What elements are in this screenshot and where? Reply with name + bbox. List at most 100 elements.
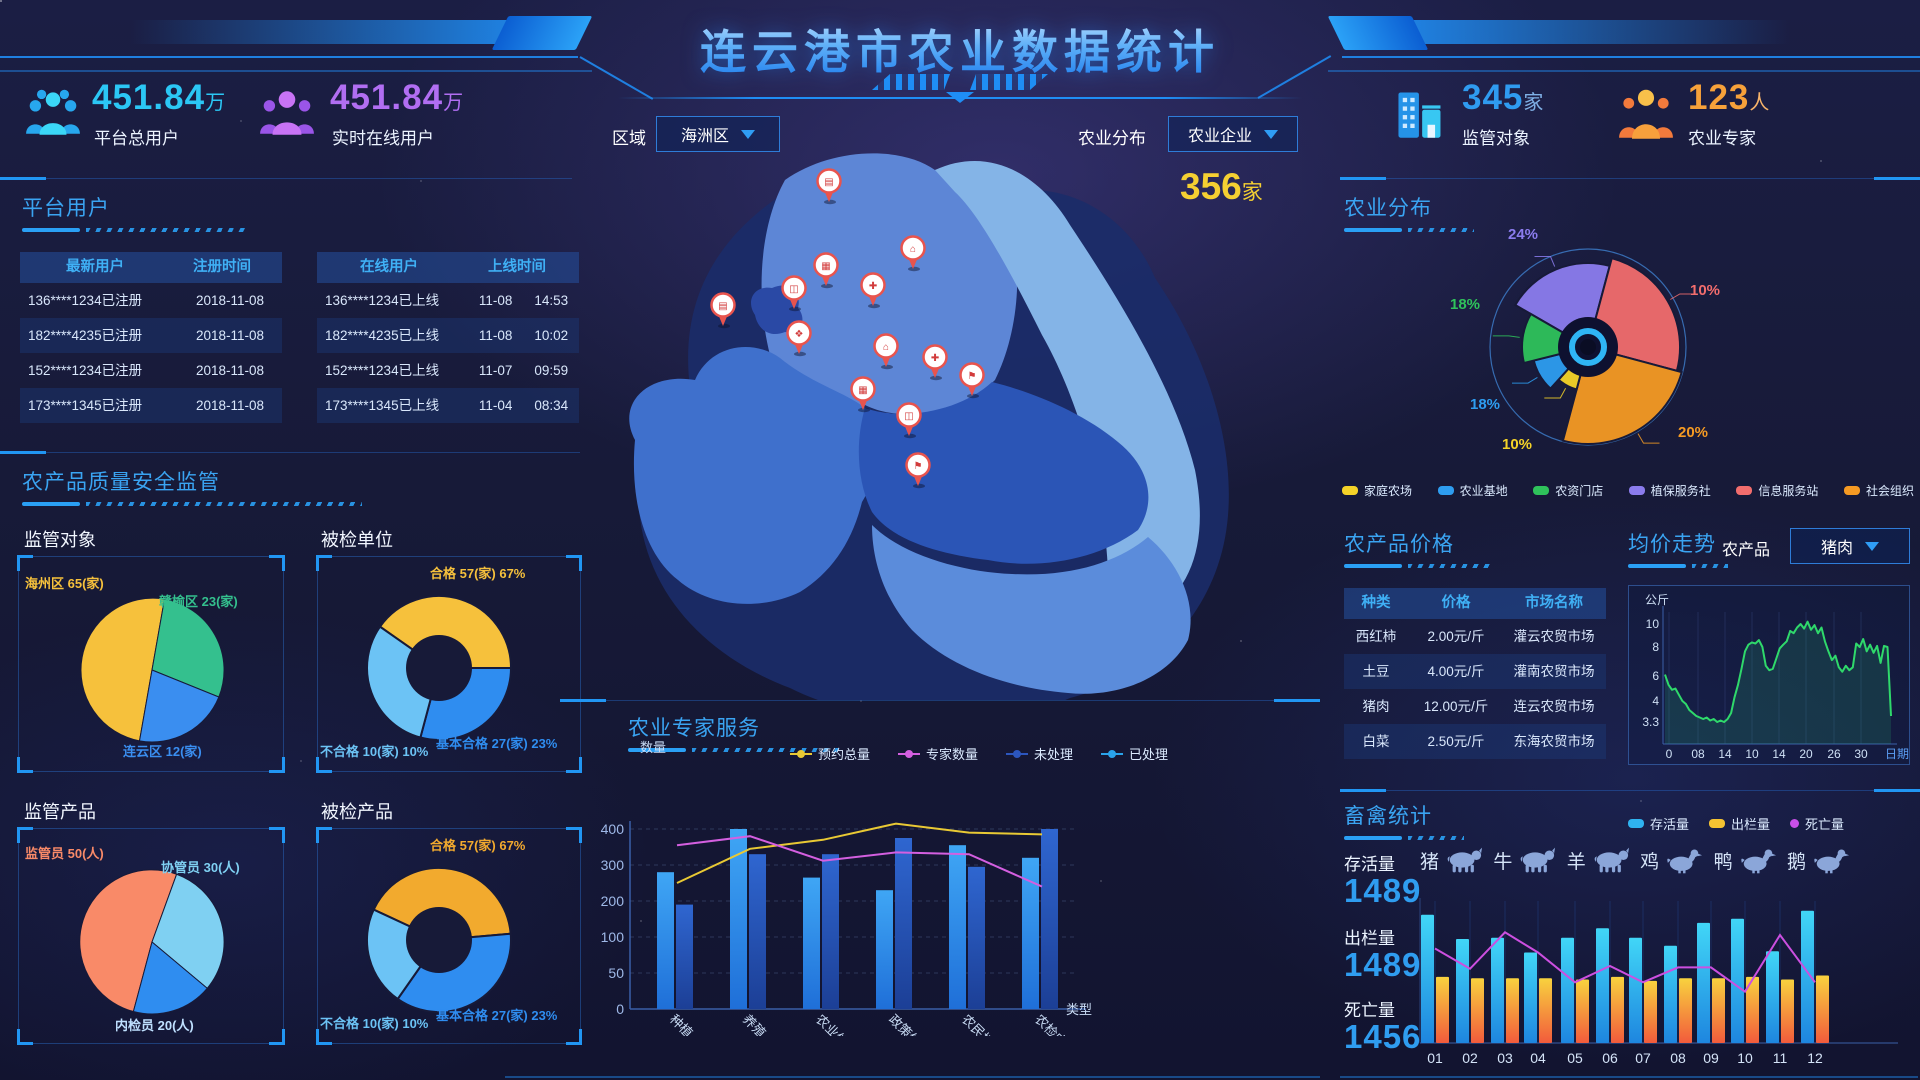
map-pin[interactable]: ⌂ <box>900 235 926 272</box>
bar-done[interactable] <box>949 845 966 1009</box>
bar-done[interactable] <box>730 829 747 1009</box>
animal-tab-鸭[interactable]: 鸭 <box>1714 846 1777 874</box>
legend-item[interactable]: 植保服务社 <box>1628 482 1711 499</box>
bar-done[interactable] <box>803 877 820 1009</box>
bar-out[interactable] <box>1781 979 1794 1043</box>
bar-survive[interactable] <box>1664 945 1677 1043</box>
bar-pending[interactable] <box>968 866 985 1009</box>
map-region-south[interactable] <box>872 525 1191 694</box>
bar-survive[interactable] <box>1596 928 1609 1043</box>
region-select[interactable]: 海洲区 <box>656 116 780 152</box>
map-pin[interactable]: ✚ <box>860 272 886 309</box>
death-label: 死亡量 <box>1344 1001 1395 1020</box>
bar-out[interactable] <box>1816 975 1829 1044</box>
bar-out[interactable] <box>1471 978 1484 1043</box>
animal-tab-牛[interactable]: 牛 <box>1493 846 1556 874</box>
pie-slice[interactable] <box>151 598 225 698</box>
map-pin[interactable]: ▤ <box>710 292 736 329</box>
legend-item[interactable]: 死亡量 <box>1790 814 1844 833</box>
bar-pending[interactable] <box>749 854 766 1009</box>
bar-pending[interactable] <box>822 854 839 1009</box>
header-badge-left <box>491 16 593 50</box>
bar-pending[interactable] <box>895 838 912 1009</box>
bar-survive[interactable] <box>1491 937 1504 1043</box>
legend-item[interactable]: 存活量 <box>1628 814 1689 833</box>
map-region-west[interactable] <box>629 346 878 604</box>
map-pin[interactable]: ⚑ <box>959 362 985 399</box>
enterprise-count: 356家 <box>1180 166 1263 207</box>
bar-pending[interactable] <box>676 904 693 1009</box>
pie-slice-label: 海州区 65(家) <box>25 576 104 591</box>
map-pin[interactable]: ⌂ <box>873 333 899 370</box>
pie-slice[interactable] <box>151 873 225 990</box>
legend-item[interactable]: 家庭农场 <box>1342 482 1412 499</box>
bar-out[interactable] <box>1712 978 1725 1043</box>
bar-survive[interactable] <box>1524 952 1537 1043</box>
bar-out[interactable] <box>1506 978 1519 1043</box>
title-underline <box>22 228 247 232</box>
bar-done[interactable] <box>657 872 674 1009</box>
bar-survive[interactable] <box>1456 939 1469 1043</box>
distribution-select[interactable]: 农业企业 <box>1168 116 1298 152</box>
svg-text:农民培训: 农民培训 <box>959 1012 1006 1036</box>
map-pin[interactable]: ▦ <box>813 252 839 289</box>
pie-slice[interactable] <box>366 625 441 739</box>
bar-out[interactable] <box>1679 978 1692 1043</box>
pie-slice-label: 赣榆区 23(家) <box>159 594 238 609</box>
pie-slice[interactable] <box>378 594 513 669</box>
animal-tab-鸡[interactable]: 鸡 <box>1640 846 1703 874</box>
bar-survive[interactable] <box>1561 937 1574 1043</box>
bar-out[interactable] <box>1644 980 1657 1043</box>
product-select[interactable]: 猪肉 <box>1790 528 1910 564</box>
legend-item[interactable]: 预约总量 <box>790 744 870 763</box>
pie-slice[interactable] <box>372 867 512 942</box>
map-pin[interactable]: ▦ <box>850 376 876 413</box>
legend-item[interactable]: 出栏量 <box>1709 814 1770 833</box>
bar-pending[interactable] <box>1041 829 1058 1009</box>
bar-survive[interactable] <box>1766 951 1779 1043</box>
pie-slice[interactable] <box>79 869 178 1013</box>
svg-text:02: 02 <box>1462 1050 1478 1066</box>
bar-done[interactable] <box>1022 857 1039 1009</box>
quadruped-icon <box>1592 846 1630 874</box>
pie-slice[interactable] <box>132 941 208 1015</box>
legend-item[interactable]: 已处理 <box>1101 744 1168 763</box>
bar-out[interactable] <box>1576 979 1589 1043</box>
bar-out[interactable] <box>1746 976 1759 1043</box>
legend-item[interactable]: 农资门店 <box>1533 482 1603 499</box>
experts-count-label: 农业专家 <box>1688 129 1756 148</box>
pie-slice-label: 连云区 12(家) <box>123 744 202 759</box>
animal-tab-羊[interactable]: 羊 <box>1567 846 1630 874</box>
legend-item[interactable]: 未处理 <box>1006 744 1073 763</box>
bar-out[interactable] <box>1611 976 1624 1043</box>
svg-text:50: 50 <box>608 965 624 981</box>
legend-item[interactable]: 专家数量 <box>898 744 978 763</box>
pie-slice[interactable] <box>396 932 512 1013</box>
map-pin[interactable]: ▤ <box>816 168 842 205</box>
bar-survive[interactable] <box>1421 914 1434 1043</box>
bar-survive[interactable] <box>1697 922 1710 1043</box>
legend-item[interactable]: 社会组织 <box>1843 482 1914 499</box>
map-pin[interactable]: ◫ <box>781 275 807 312</box>
title-underline <box>1344 228 1474 232</box>
legend-item[interactable]: 信息服务站 <box>1736 482 1818 499</box>
bar-out[interactable] <box>1539 978 1552 1043</box>
legend-item[interactable]: 农业基地 <box>1437 482 1508 499</box>
map-pin[interactable]: ⚑ <box>905 452 931 489</box>
map-region-middle[interactable] <box>858 382 1149 564</box>
map-pin[interactable]: ❖ <box>786 320 812 357</box>
bar-done[interactable] <box>876 890 893 1009</box>
map-region-north[interactable] <box>761 153 1018 415</box>
bar-survive[interactable] <box>1731 918 1744 1043</box>
map-pin[interactable]: ✚ <box>922 344 948 381</box>
svg-text:06: 06 <box>1602 1050 1618 1066</box>
pie-slice[interactable] <box>138 669 220 743</box>
animal-tab-鹅[interactable]: 鹅 <box>1787 846 1850 874</box>
bar-survive[interactable] <box>1629 937 1642 1043</box>
animal-tab-猪[interactable]: 猪 <box>1420 846 1483 874</box>
bar-out[interactable] <box>1436 976 1449 1043</box>
map-pin[interactable]: ◫ <box>896 402 922 439</box>
pie-slice[interactable] <box>80 597 166 742</box>
bar-survive[interactable] <box>1801 910 1814 1043</box>
